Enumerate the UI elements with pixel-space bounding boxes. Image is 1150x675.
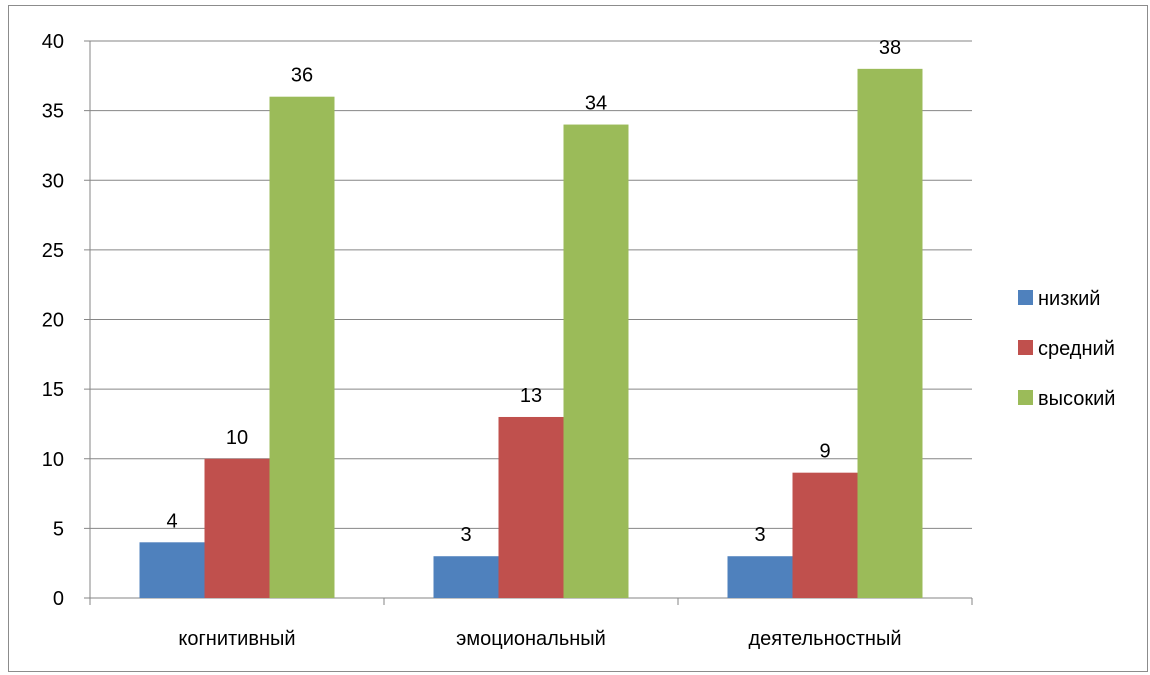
legend-label: средний <box>1038 338 1115 360</box>
data-label: 9 <box>819 441 830 463</box>
y-tick-label: 25 <box>42 240 64 262</box>
bar <box>269 96 335 598</box>
legend-label: низкий <box>1038 288 1100 310</box>
data-label: 3 <box>460 524 471 546</box>
x-tick-label: эмоциональный <box>456 628 606 650</box>
bar <box>857 68 923 599</box>
x-tick-label: деятельностный <box>748 628 901 650</box>
data-label: 10 <box>226 427 248 449</box>
legend-label: высокий <box>1038 388 1115 410</box>
bar <box>792 472 858 598</box>
y-tick-label: 35 <box>42 101 64 123</box>
y-tick-label: 20 <box>42 310 64 332</box>
y-tick-label: 5 <box>53 518 64 540</box>
y-tick-label: 30 <box>42 170 64 192</box>
data-label: 38 <box>879 37 901 59</box>
bar <box>433 556 499 598</box>
y-tick-label: 15 <box>42 379 64 401</box>
data-label: 36 <box>291 65 313 87</box>
legend-swatch <box>1018 340 1033 355</box>
data-label: 3 <box>754 524 765 546</box>
bar <box>204 458 270 598</box>
y-tick-label: 10 <box>42 449 64 471</box>
data-label: 13 <box>520 385 542 407</box>
bar <box>498 416 564 598</box>
x-tick-label: когнитивный <box>178 628 295 650</box>
legend-swatch <box>1018 390 1033 405</box>
bar <box>139 542 205 598</box>
bar <box>563 124 629 599</box>
y-tick-label: 40 <box>42 31 64 53</box>
legend-swatch <box>1018 290 1033 305</box>
data-label: 4 <box>166 510 177 532</box>
y-tick-label: 0 <box>53 588 64 610</box>
bar <box>727 556 793 598</box>
data-label: 34 <box>585 93 607 115</box>
